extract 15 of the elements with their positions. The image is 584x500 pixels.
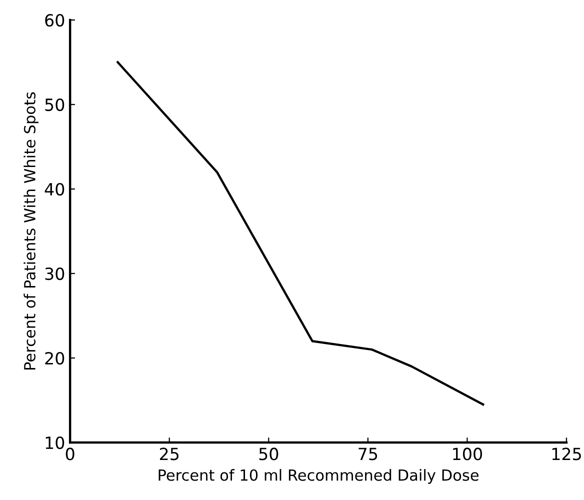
x-tick-label: 125 bbox=[552, 448, 581, 460]
y-tick-label: 40 bbox=[44, 182, 64, 196]
y-axis-title: Percent of Patients With White Spots bbox=[24, 92, 38, 370]
y-tick-label: 30 bbox=[45, 267, 64, 280]
x-axis-title: Percent of 10 ml Recommened Daily Dose bbox=[158, 469, 478, 484]
y-tick-label: 60 bbox=[45, 14, 64, 27]
x-tick-label: 50 bbox=[259, 448, 278, 460]
x-tick-label: 100 bbox=[453, 448, 482, 460]
y-tick-label: 10 bbox=[46, 436, 64, 450]
x-tick-label: 0 bbox=[66, 448, 74, 460]
line-series bbox=[116, 61, 484, 406]
x-tick-label: 25 bbox=[160, 448, 179, 460]
x-tick-label: 75 bbox=[358, 448, 378, 460]
y-tick-label: 50 bbox=[45, 98, 64, 112]
y-tick-label: 20 bbox=[45, 352, 64, 365]
